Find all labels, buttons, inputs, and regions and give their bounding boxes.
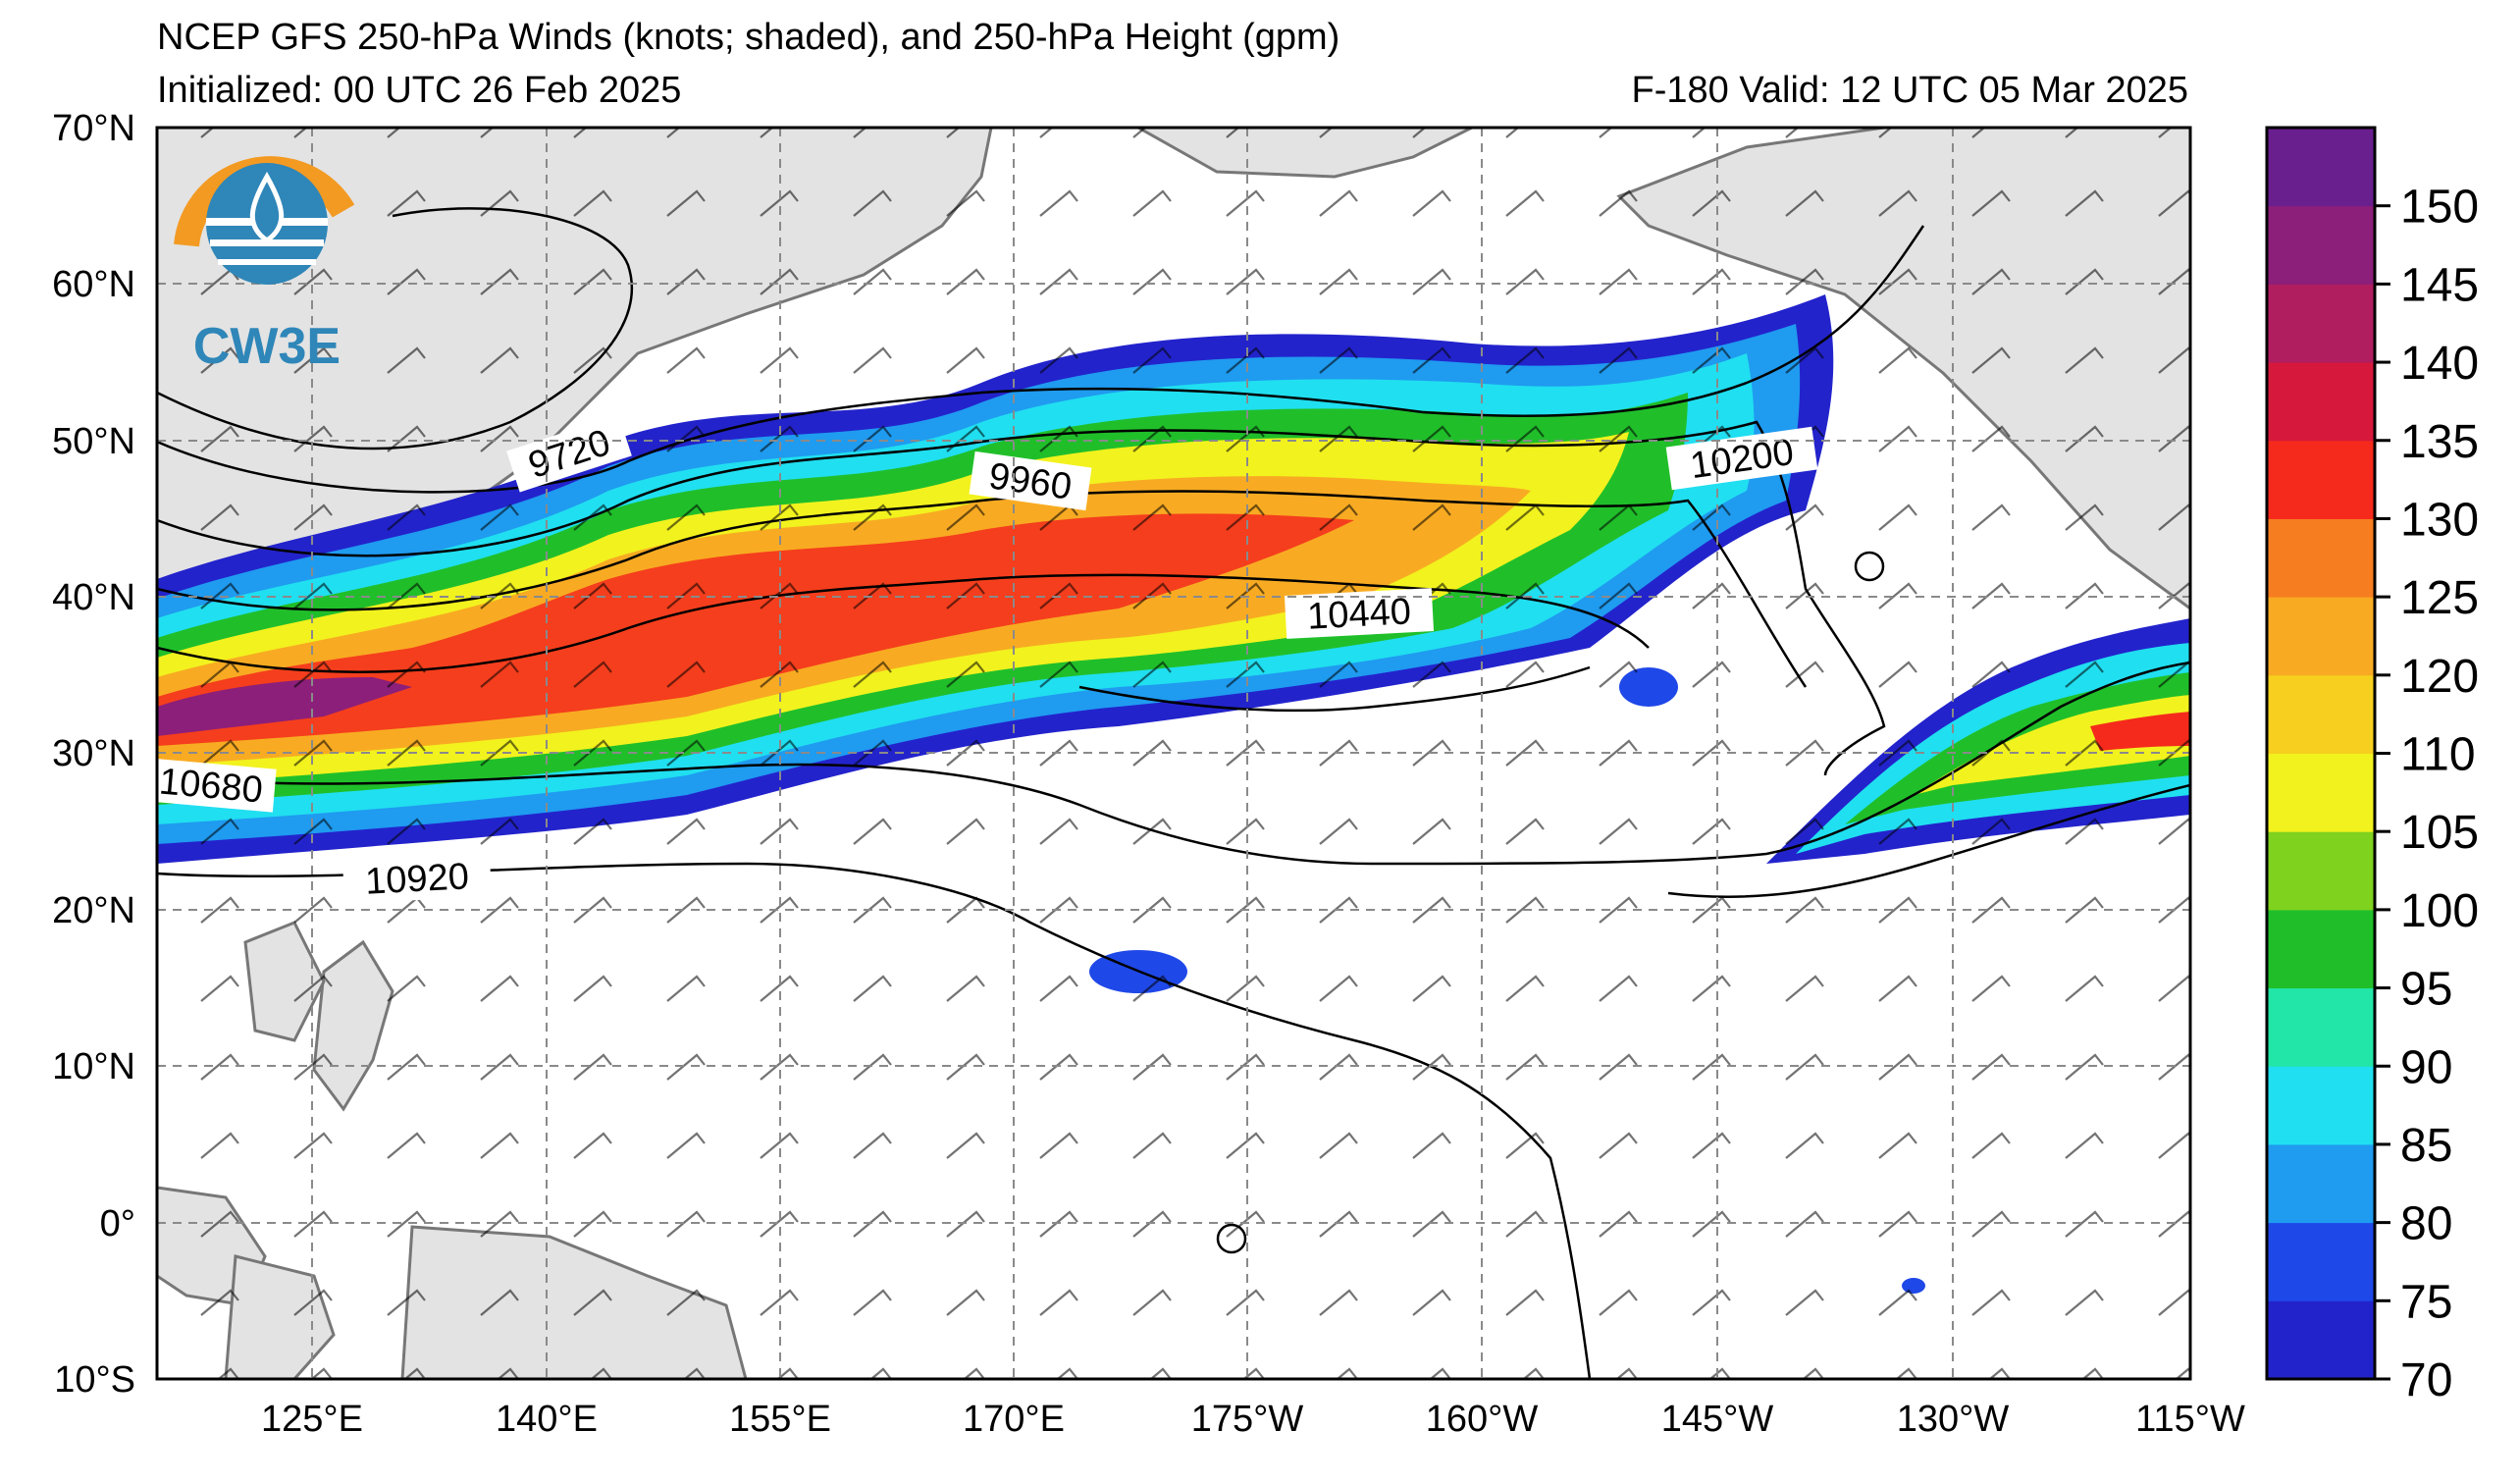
colorbar-swatch [2267,1144,2375,1223]
colorbar-label: 95 [2400,964,2452,1016]
colorbar-label: 110 [2400,729,2476,781]
colorbar-swatch [2267,362,2375,441]
lat-label: 10°S [54,1359,135,1401]
colorbar-swatch [2267,597,2375,675]
lat-label: 50°N [52,421,135,462]
lat-label: 60°N [52,264,135,305]
colorbar-label: 80 [2400,1198,2452,1250]
lat-label: 40°N [52,577,135,618]
lat-label: 10°N [52,1046,135,1087]
lon-label: 155°E [729,1399,831,1440]
colorbar-label: 150 [2400,182,2479,234]
map-panel: 9720 9960 10200 10440 10680 10920 [145,128,2190,1379]
lon-label: 115°W [2135,1399,2245,1440]
colorbar-swatch [2267,1066,2375,1144]
init-time: Initialized: 00 UTC 26 Feb 2025 [157,70,681,111]
lon-label: 170°E [963,1399,1065,1440]
lat-label: 70°N [52,108,135,149]
contour-label-10440: 10440 [1306,591,1412,637]
lat-label: 20°N [52,890,135,931]
colorbar-swatch [2267,831,2375,910]
colorbar-label: 120 [2400,651,2479,703]
colorbar-swatch [2267,1300,2375,1379]
contour-label-10920: 10920 [364,856,470,902]
lon-label: 130°W [1897,1399,2010,1440]
colorbar-swatch [2267,284,2375,362]
colorbar-swatch [2267,1223,2375,1301]
valid-time: F-180 Valid: 12 UTC 05 Mar 2025 [1632,70,2188,111]
colorbar-label: 145 [2400,259,2479,311]
lon-label: 175°W [1191,1399,1304,1440]
colorbar-swatch [2267,441,2375,519]
lon-axis: 125°E 140°E 155°E 170°E 175°W 160°W 145°… [261,1399,2245,1440]
lat-axis: 70°N 60°N 50°N 40°N 30°N 20°N 10°N 0° 10… [52,108,135,1401]
logo-text: CW3E [193,318,341,375]
colorbar-label: 100 [2400,885,2479,937]
colorbar-label: 125 [2400,572,2479,624]
colorbar-swatch [2267,206,2375,285]
colorbar-swatch [2267,910,2375,988]
colorbar-label: 75 [2400,1276,2452,1328]
lon-label: 140°E [496,1399,598,1440]
map-title: NCEP GFS 250-hPa Winds (knots; shaded), … [157,17,1339,58]
colorbar-swatch [2267,128,2375,206]
lat-label: 30°N [52,733,135,774]
wind-speed-colorbar: 70 75 80 85 90 95 100 105 110 120 125 130 135 140 145 1… [2267,128,2479,1406]
colorbar-label: 85 [2400,1120,2452,1172]
colorbar-swatch [2267,988,2375,1067]
colorbar-label: 140 [2400,338,2479,390]
colorbar-swatch [2267,754,2375,832]
colorbar-swatch [2267,675,2375,754]
colorbar-label: 135 [2400,416,2479,468]
colorbar-label: 130 [2400,494,2479,546]
colorbar-label: 90 [2400,1041,2452,1093]
lat-label: 0° [100,1203,135,1245]
lon-label: 125°E [261,1399,363,1440]
colorbar-label: 105 [2400,807,2479,859]
lon-label: 160°W [1426,1399,1539,1440]
lon-label: 145°W [1661,1399,1774,1440]
colorbar-label: 70 [2400,1354,2452,1406]
colorbar-swatch [2267,518,2375,597]
